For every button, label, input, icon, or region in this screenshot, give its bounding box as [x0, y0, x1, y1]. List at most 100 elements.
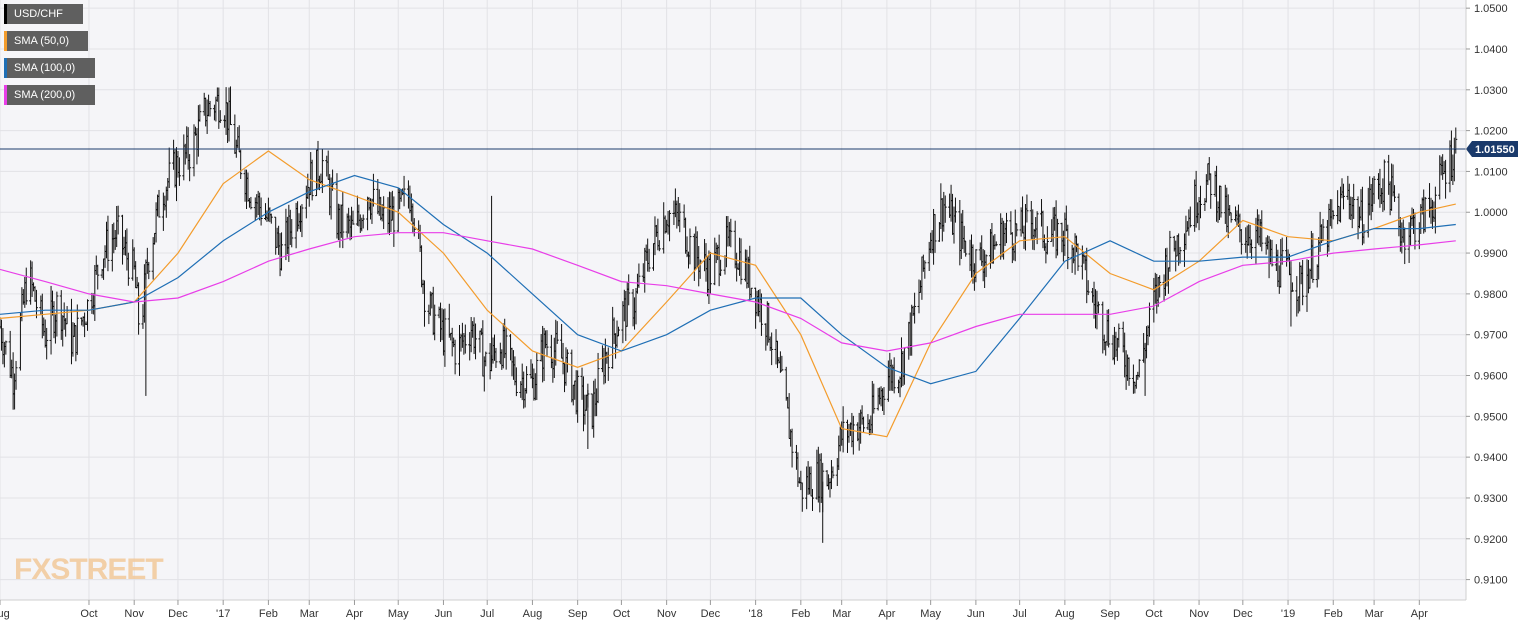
ohlc-bar [126, 252, 130, 286]
ohlc-bar [749, 287, 753, 298]
ohlc-bar [86, 299, 90, 331]
x-tick-label: Oct [80, 608, 97, 620]
x-tick-label: Mar [832, 608, 851, 620]
ohlc-bar [780, 355, 784, 372]
ohlc-bar [1382, 159, 1386, 211]
ohlc-bar [422, 280, 426, 327]
ohlc-bar [382, 196, 386, 230]
x-tick-label: Oct [613, 608, 630, 620]
ohlc-bar [463, 324, 467, 354]
current-price-line: 1.01550 [0, 140, 1518, 157]
ohlc-bar [933, 214, 937, 253]
ohlc-bar [96, 264, 100, 290]
ohlc-bar [719, 259, 723, 277]
y-tick-label: 0.9200 [1474, 534, 1508, 546]
ohlc-bar [1372, 176, 1376, 204]
current-price-tag [1466, 140, 1518, 157]
x-tick-label: Nov [657, 608, 677, 620]
ohlc-bar [698, 259, 702, 279]
legend-item-sma100[interactable]: SMA (100,0) [4, 58, 95, 78]
ohlc-bar [637, 263, 641, 288]
ohlc-bar [800, 482, 804, 512]
ohlc-bar [831, 466, 835, 479]
ohlc-bar [616, 326, 620, 337]
ohlc-bar [1147, 302, 1151, 337]
x-tick-label: Jun [967, 608, 985, 620]
ohlc-bar [1260, 210, 1264, 252]
legend-label: USD/CHF [14, 8, 63, 20]
ohlc-bar [1117, 323, 1121, 348]
x-tick-label: Mar [300, 608, 319, 620]
ohlc-bar [1433, 186, 1437, 234]
current-price-label: 1.01550 [1475, 144, 1515, 156]
watermark-logo: FXSTREET [14, 553, 163, 586]
ohlc-bar [157, 189, 161, 218]
ohlc-bar [239, 149, 243, 179]
ohlc-bar [45, 327, 49, 360]
ohlc-bar [770, 332, 774, 366]
ohlc-bar [1331, 210, 1335, 220]
ohlc-bar [1005, 212, 1009, 244]
y-axis: 1.0500 1.0400 1.0300 1.0200 1.0100 1.0000 0.99… [1465, 0, 1508, 600]
x-tick-label: Jul [480, 608, 494, 620]
y-tick-label: 1.0400 [1474, 44, 1508, 56]
x-tick-label: Dec [168, 608, 188, 620]
ohlc-bar [1229, 212, 1233, 223]
ohlc-bar [1015, 223, 1019, 237]
ohlc-bar [596, 352, 600, 404]
y-tick-label: 0.9300 [1474, 493, 1508, 505]
ohlc-bar [484, 351, 488, 367]
legend-swatch [4, 85, 7, 105]
y-tick-label: 1.0100 [1474, 166, 1508, 178]
ohlc-bar [1341, 183, 1345, 210]
ohlc-bar [862, 416, 866, 433]
ohlc-bar [953, 197, 957, 223]
x-tick-label: '18 [748, 608, 762, 620]
legend-item-sma200[interactable]: SMA (200,0) [4, 85, 95, 105]
ohlc-bar [300, 204, 304, 238]
y-tick-label: 0.9700 [1474, 330, 1508, 342]
ohlc-bar [555, 321, 559, 344]
x-tick-label: '19 [1281, 608, 1295, 620]
ohlc-bar [688, 228, 692, 265]
x-tick-label: Feb [259, 608, 278, 620]
ohlc-bar [1280, 237, 1284, 265]
sma-line-200 [0, 232, 1456, 352]
legend: USD/CHF SMA (50,0) SMA (100,0) SMA (200,… [4, 4, 95, 112]
y-tick-label: 0.9400 [1474, 452, 1508, 464]
ohlc-bar [1311, 233, 1315, 283]
x-tick-label: Dec [1233, 608, 1253, 620]
ohlc-bar [810, 488, 814, 511]
ohlc-bar [1393, 185, 1397, 202]
plot-background [0, 0, 1466, 600]
y-tick-label: 1.0500 [1474, 3, 1508, 15]
ohlc-bar [729, 218, 733, 248]
ohlc-bar [269, 213, 273, 224]
legend-item-sma50[interactable]: SMA (50,0) [4, 31, 88, 51]
ohlc-bar [1086, 280, 1090, 296]
y-tick-label: 1.0300 [1474, 85, 1508, 97]
ohlc-bar [1301, 259, 1305, 306]
ohlc-bar [504, 328, 508, 370]
x-tick-label: Apr [346, 608, 363, 620]
sma-line-50 [0, 150, 1456, 438]
ohlc-bar [1413, 212, 1417, 250]
legend-item-usdchf[interactable]: USD/CHF [4, 4, 83, 24]
ohlc-bar [514, 367, 518, 397]
legend-swatch [4, 58, 7, 78]
x-tick-label: Dec [701, 608, 721, 620]
x-tick-label: Jul [1013, 608, 1027, 620]
ohlc-bar [872, 383, 876, 414]
ohlc-bar [1066, 224, 1070, 270]
ohlc-bar [453, 339, 457, 375]
ohlc-bar [351, 210, 355, 225]
ohlc-bar [116, 205, 120, 235]
ohlc-bar [177, 157, 181, 186]
ohlc-bar [188, 154, 192, 182]
ohlc-bar [34, 289, 38, 319]
x-tick-label: Aug [1055, 608, 1075, 620]
x-tick-label: Feb [1324, 608, 1343, 620]
ohlc-bar [4, 340, 8, 355]
y-tick-label: 0.9800 [1474, 289, 1508, 301]
x-tick-label: May [388, 608, 409, 620]
